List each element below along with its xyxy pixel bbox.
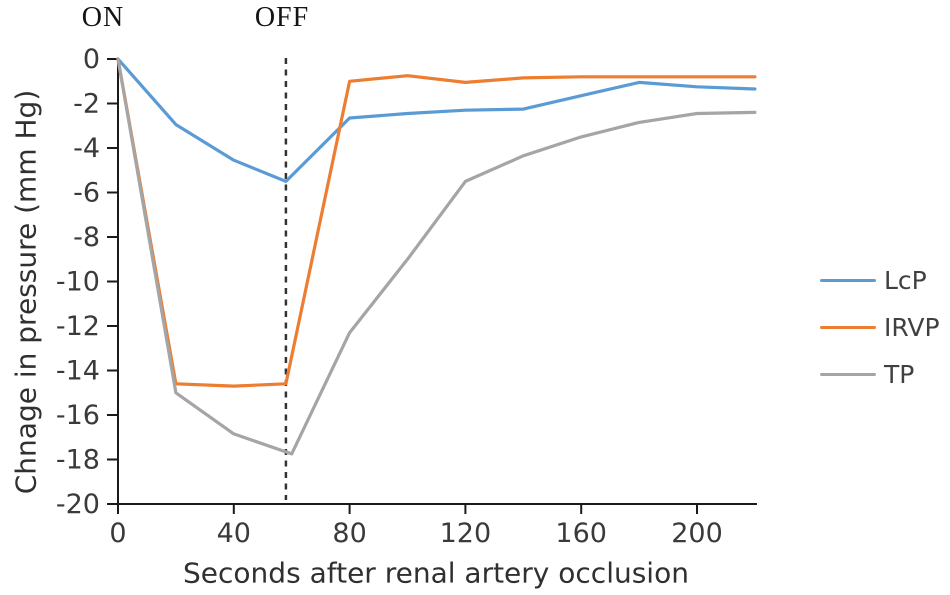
legend-swatch-TP <box>820 373 876 376</box>
y-tick-label: -8 <box>73 222 100 253</box>
x-tick-label: 40 <box>217 518 251 549</box>
legend-label-IRVP: IRVP <box>884 313 940 342</box>
legend-label-TP: TP <box>884 360 915 389</box>
y-tick-label: -14 <box>56 356 100 387</box>
series-line-LcP <box>116 57 757 183</box>
y-tick-label: -10 <box>56 267 100 298</box>
x-tick-label: 0 <box>109 518 126 549</box>
x-axis-title: Seconds after renal artery occlusion <box>183 556 689 590</box>
legend-label-LcP: LcP <box>884 266 927 295</box>
x-tick-label: 200 <box>671 518 723 549</box>
x-tick-label: 80 <box>332 518 366 549</box>
legend: LcP IRVP TP <box>820 267 940 388</box>
x-tick-label: 160 <box>555 518 607 549</box>
y-tick-label: -18 <box>56 445 100 476</box>
legend-item-LcP: LcP <box>820 267 940 294</box>
legend-item-IRVP: IRVP <box>820 314 940 341</box>
y-tick-label: -12 <box>56 311 100 342</box>
y-tick-label: -4 <box>73 133 100 164</box>
occlusion-on-label: ON <box>81 2 125 33</box>
y-tick-label: -20 <box>56 489 100 520</box>
y-axis-title: Chnage in pressure (mm Hg) <box>9 89 43 495</box>
y-tick-label: -6 <box>73 178 100 209</box>
y-tick-label: -2 <box>73 89 100 120</box>
occlusion-off-label: OFF <box>254 2 310 33</box>
legend-swatch-IRVP <box>820 326 876 329</box>
series-line-TP <box>116 57 757 456</box>
y-tick-label: 0 <box>83 44 100 75</box>
y-tick-label: -16 <box>56 400 100 431</box>
legend-item-TP: TP <box>820 361 940 388</box>
x-tick-label: 120 <box>440 518 492 549</box>
legend-swatch-LcP <box>820 279 876 282</box>
series-line-IRVP <box>116 57 757 388</box>
